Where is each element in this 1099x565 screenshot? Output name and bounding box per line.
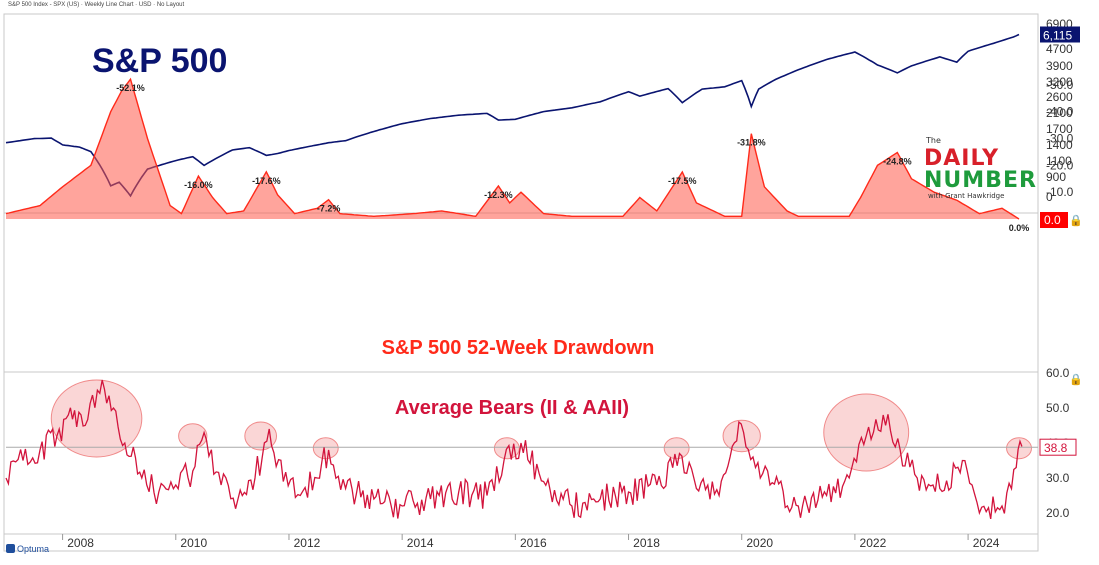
drawdown-trough-label: 0.0% (1009, 223, 1030, 233)
optuma-logo-icon (6, 544, 15, 553)
price-series-line (5, 33, 1020, 198)
bears-title: Average Bears (II & AAII) (395, 397, 629, 419)
drawdown-title: S&P 500 52-Week Drawdown (382, 337, 655, 359)
bears-lock-icon: 🔒 (1069, 373, 1083, 386)
bears-y-tick-label: 20.0 (1046, 506, 1070, 520)
drawdown-trough-label: -17.5% (668, 176, 697, 186)
x-axis-tick-label: 2014 (407, 536, 434, 550)
drawdown-trough-label: -24.8% (883, 156, 912, 166)
x-axis-tick-label: 2016 (520, 536, 547, 550)
drawdown-trough-label: -7.2% (317, 204, 341, 214)
price-y-tick-label: 4700 (1046, 42, 1073, 56)
x-axis-tick-label: 2010 (180, 536, 207, 550)
bears-highlight-circle (50, 379, 143, 458)
bears-highlight-circle (722, 419, 761, 453)
bears-series-line (5, 379, 1023, 520)
drawdown-trough-label: -52.1% (116, 83, 145, 93)
logo-byline: with Grant Hawkridge (928, 192, 1005, 200)
price-y-tick-label: 900 (1046, 170, 1066, 184)
bears-y-tick-label: 60.0 (1046, 366, 1070, 380)
bears-highlight-circle (178, 423, 208, 449)
drawdown-trough-label: -31.8% (737, 138, 766, 148)
drawdown-y-tick-label: -40.0 (1046, 105, 1074, 119)
price-last-value-label: 6,115 (1043, 28, 1072, 42)
price-panel: 6900580047003900320026002100170014001100… (5, 17, 1080, 204)
price-y-tick-label: 1700 (1046, 122, 1073, 136)
bears-highlight-circle (663, 437, 690, 460)
x-axis-tick-label: 2020 (746, 536, 773, 550)
drawdown-trough-label: -12.3% (484, 190, 513, 200)
price-last-value-badge (1040, 26, 1080, 43)
price-y-tick-label: 2100 (1046, 106, 1073, 120)
bears-last-value-label: 38.8 (1044, 441, 1068, 455)
daily-number-logo: The DAILY NUMBER with Grant Hawkridge (924, 136, 1044, 206)
drawdown-trough-label: -17.6% (252, 176, 281, 186)
bears-y-tick-label: 30.0 (1046, 471, 1070, 485)
drawdown-last-value-label: 0.0 (1044, 213, 1061, 227)
x-axis-tick-label: 2024 (973, 536, 1000, 550)
logo-number: NUMBER (924, 168, 1037, 193)
price-y-tick-label: 3200 (1046, 75, 1073, 89)
drawdown-panel: -10.0 -20.0 -30.0 -40.0 -50.0 -52.1% -16.0% -17… (5, 77, 1083, 233)
brand-label: Optuma (17, 544, 50, 554)
x-axis-tick-label: 2022 (860, 536, 887, 550)
bears-last-value-badge (1039, 438, 1077, 456)
price-y-tick-label: 1400 (1046, 138, 1073, 152)
optuma-brand: Optuma (6, 544, 49, 554)
plot-frame (3, 13, 1039, 552)
drawdown-series-line (5, 77, 1020, 220)
price-y-tick-label: 3900 (1046, 59, 1073, 73)
x-axis: 2008 2010 2012 2014 2016 2018 2020 2022 2024 (62, 534, 1000, 550)
bears-highlight-circle (823, 393, 910, 472)
x-axis-tick-label: 2012 (294, 536, 321, 550)
drawdown-last-value-badge (1040, 212, 1068, 228)
bears-panel: 60.050.040.030.020.038.8🔒 (5, 366, 1083, 520)
price-y-tick-label: 0 (1046, 190, 1053, 204)
drawdown-lock-icon: 🔒 (1069, 214, 1083, 227)
price-title: S&P 500 (92, 42, 227, 80)
logo-the: The (926, 136, 941, 145)
bears-highlight-circle (312, 437, 339, 460)
price-y-tick-label: 1100 (1046, 154, 1072, 168)
drawdown-y-tick-label: -50.0 (1046, 78, 1074, 92)
chart-header: S&P 500 Index - SPX (US) · Weekly Line C… (8, 2, 185, 8)
drawdown-y-tick-label: -20.0 (1046, 158, 1074, 172)
x-axis-tick-label: 2018 (633, 536, 660, 550)
logo-daily: DAILY (924, 146, 999, 171)
price-y-tick-label: 2600 (1046, 90, 1073, 104)
drawdown-y-tick-label: -30.0 (1046, 132, 1074, 146)
bears-y-tick-label: 50.0 (1046, 401, 1070, 415)
drawdown-trough-label: -16.0% (184, 180, 213, 190)
drawdown-y-tick-label: -10.0 (1046, 185, 1074, 199)
x-axis-tick-label: 2008 (67, 536, 94, 550)
